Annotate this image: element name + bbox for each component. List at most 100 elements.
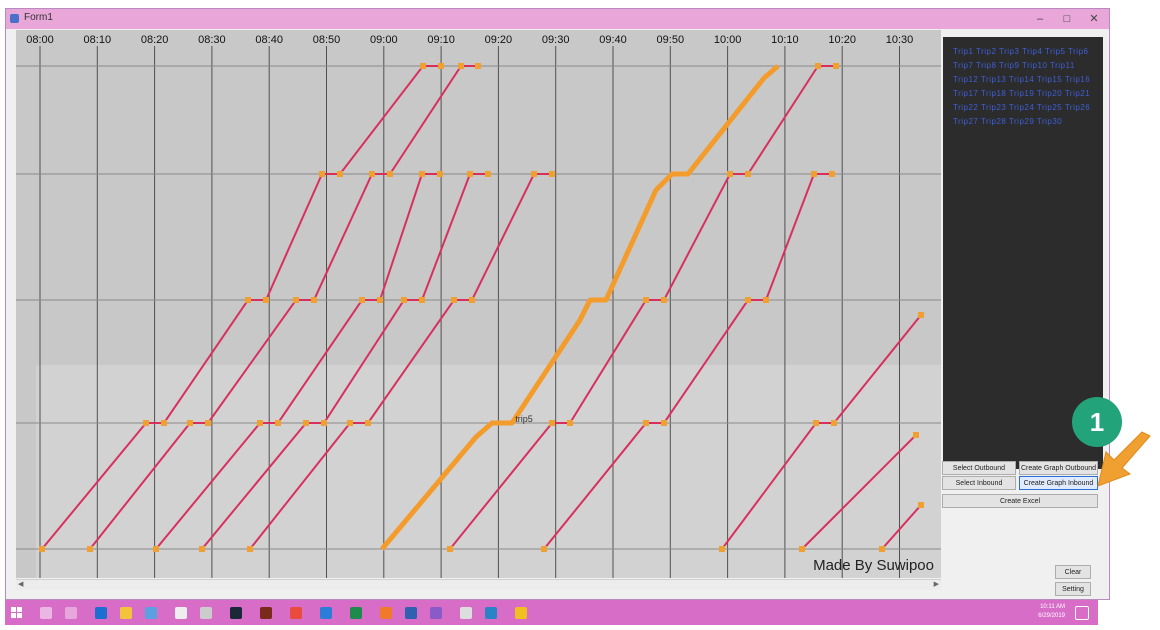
minimize-button[interactable]: –: [1036, 13, 1044, 25]
trip-line: [721, 314, 922, 550]
station-marker: [745, 171, 751, 177]
taskbar: 10:11 AM 6/29/2019: [5, 600, 1098, 625]
title-bar: Form1 – □ ✕: [6, 9, 1109, 29]
station-marker: [369, 171, 375, 177]
app-icon-8[interactable]: [485, 607, 497, 619]
station-marker: [661, 420, 667, 426]
trip-log-panel[interactable]: Trip1 Trip2 Trip3 Trip4 Trip5 Trip6 Trip…: [943, 37, 1103, 469]
time-label: 08:50: [313, 34, 341, 46]
station-marker: [245, 297, 251, 303]
windows-start-icon[interactable]: [11, 607, 23, 619]
station-marker: [293, 297, 299, 303]
app-icon-7[interactable]: [460, 607, 472, 619]
edge-browser-icon[interactable]: [95, 607, 107, 619]
station-marker: [437, 171, 443, 177]
station-marker: [401, 297, 407, 303]
visual-studio-icon[interactable]: [405, 607, 417, 619]
station-marker: [833, 63, 839, 69]
station-marker: [447, 546, 453, 552]
select-inbound-button[interactable]: Select Inbound: [942, 476, 1016, 490]
time-label: 09:50: [657, 34, 685, 46]
station-marker: [719, 546, 725, 552]
station-marker: [813, 420, 819, 426]
time-label: 08:30: [198, 34, 226, 46]
file-explorer-icon[interactable]: [120, 607, 132, 619]
task-view-icon[interactable]: [65, 607, 77, 619]
excel-icon[interactable]: [350, 607, 362, 619]
time-label: 08:20: [141, 34, 169, 46]
station-marker: [918, 312, 924, 318]
highlighted-trip-line: [380, 64, 780, 551]
station-marker: [438, 63, 444, 69]
station-marker: [199, 546, 205, 552]
station-marker: [745, 297, 751, 303]
time-label: 09:40: [599, 34, 627, 46]
clear-button[interactable]: Clear: [1055, 565, 1091, 579]
station-marker: [811, 171, 817, 177]
app-icon-5[interactable]: [380, 607, 392, 619]
scroll-right-icon[interactable]: ▶: [933, 581, 939, 588]
station-marker: [643, 420, 649, 426]
time-label: 08:40: [255, 34, 283, 46]
app-window: Form1 – □ ✕ 08:00 08:10 08:20 08:30 08:40 08:…: [5, 8, 1110, 600]
station-marker: [913, 432, 919, 438]
station-marker: [727, 171, 733, 177]
station-marker: [337, 171, 343, 177]
app-icon-1[interactable]: [175, 607, 187, 619]
station-marker: [467, 171, 473, 177]
station-marker: [549, 420, 555, 426]
station-marker: [257, 420, 263, 426]
app-icon: [10, 14, 19, 23]
station-marker: [918, 502, 924, 508]
station-marker: [87, 546, 93, 552]
station-marker: [420, 63, 426, 69]
station-marker: [143, 420, 149, 426]
system-clock[interactable]: 10:11 AM 6/29/2019: [1025, 603, 1065, 621]
app-icon-9[interactable]: [515, 607, 527, 619]
notification-icon[interactable]: [1075, 606, 1089, 620]
time-label: 10:00: [714, 34, 742, 46]
select-outbound-button[interactable]: Select Outbound: [942, 461, 1016, 475]
time-label: 09:30: [542, 34, 570, 46]
search-icon[interactable]: [40, 607, 52, 619]
station-marker: [567, 420, 573, 426]
steam-icon[interactable]: [230, 607, 242, 619]
time-label: 09:00: [370, 34, 398, 46]
chrome-icon[interactable]: [290, 607, 302, 619]
create-graph-outbound-button[interactable]: Create Graph Outbound: [1019, 461, 1098, 475]
station-marker: [39, 546, 45, 552]
close-button[interactable]: ✕: [1089, 13, 1099, 25]
trip-line: [801, 434, 917, 550]
horizontal-scrollbar[interactable]: ◀ ▶: [16, 579, 941, 590]
station-marker: [469, 297, 475, 303]
create-excel-button[interactable]: Create Excel: [942, 494, 1098, 508]
station-marker: [319, 171, 325, 177]
clock-date: 6/29/2019: [1038, 613, 1065, 619]
store-icon[interactable]: [145, 607, 157, 619]
station-marker: [763, 297, 769, 303]
station-marker: [161, 420, 167, 426]
graph-lower-band: [36, 365, 941, 578]
maximize-button[interactable]: □: [1063, 13, 1071, 25]
app-icon-3[interactable]: [260, 607, 272, 619]
setting-button[interactable]: Setting: [1055, 582, 1091, 596]
pointer-arrow-icon: [1097, 431, 1151, 487]
time-label: 09:10: [427, 34, 455, 46]
app-icon-2[interactable]: [200, 607, 212, 619]
station-marker: [475, 63, 481, 69]
station-marker: [153, 546, 159, 552]
window-title: Form1: [24, 12, 53, 23]
station-marker: [799, 546, 805, 552]
station-marker: [275, 420, 281, 426]
app-icon-6[interactable]: [430, 607, 442, 619]
station-marker: [347, 420, 353, 426]
time-label: 10:30: [886, 34, 914, 46]
app-icon-4[interactable]: [320, 607, 332, 619]
scroll-left-icon[interactable]: ◀: [18, 581, 24, 588]
train-graph-canvas: 08:00 08:10 08:20 08:30 08:40 08:50 09:00 09:10…: [16, 30, 941, 578]
step-number-badge: 1: [1072, 397, 1122, 447]
time-label: 08:00: [26, 34, 54, 46]
create-graph-inbound-button[interactable]: Create Graph Inbound: [1019, 476, 1098, 490]
station-marker: [829, 171, 835, 177]
station-marker: [831, 420, 837, 426]
